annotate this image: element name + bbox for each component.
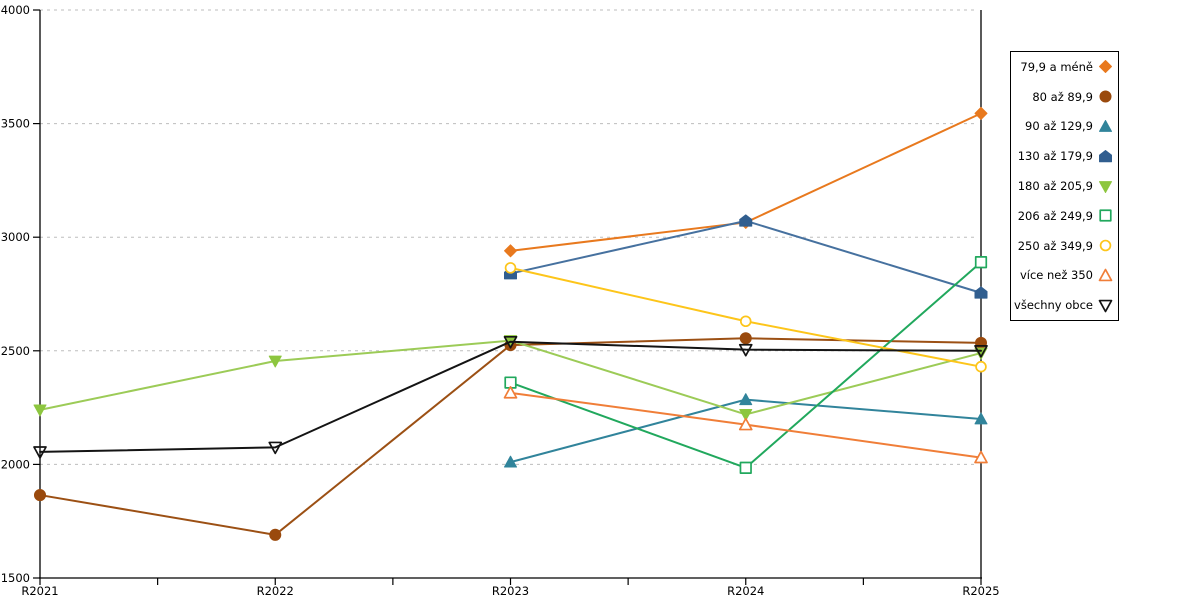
legend-item-6: 250 až 349,9 (1011, 231, 1118, 261)
data-point-4-R2021 (33, 404, 47, 417)
legend-label: 79,9 a méně (1020, 59, 1093, 74)
x-axis-label: R2021 (21, 584, 58, 598)
legend-item-4: 180 až 205,9 (1011, 171, 1118, 201)
legend-label: všechny obce (1014, 298, 1093, 313)
legend-label: 90 až 129,9 (1025, 119, 1093, 134)
series-line-5 (509, 261, 982, 469)
data-point-5-R2024 (739, 461, 752, 474)
legend-label: více než 350 (1019, 268, 1093, 283)
legend-item-7: více než 350 (1011, 260, 1118, 290)
x-axis-label: R2022 (257, 584, 294, 598)
data-point-6-R2023 (504, 262, 517, 274)
series-line-1 (39, 337, 982, 536)
data-point-1-R2024 (739, 332, 752, 345)
data-point-6-R2024 (739, 315, 752, 328)
legend-marker-glyph (1099, 239, 1112, 252)
series-line-0 (509, 112, 982, 252)
series-line-8 (39, 340, 982, 453)
data-point-5-R2023 (504, 376, 517, 389)
legend-marker-glyph (1099, 119, 1112, 132)
data-point-2-R2023 (504, 455, 517, 468)
data-point-8-R2023 (503, 335, 518, 349)
data-point-8-R2022 (268, 441, 283, 455)
legend-marker-diamond-icon (1099, 60, 1112, 74)
legend-label: 80 až 89,9 (1032, 89, 1093, 104)
data-point-1-R2021 (33, 489, 47, 502)
y-axis-label: 3500 (1, 117, 30, 131)
data-point-0-R2023 (504, 244, 517, 258)
legend-label: 180 až 205,9 (1017, 179, 1093, 194)
y-axis-label: 2500 (1, 344, 30, 358)
data-point-2-R2024 (739, 393, 753, 406)
legend-label: 250 až 349,9 (1017, 238, 1093, 253)
legend-marker-circle-icon (1099, 239, 1112, 252)
data-point-5-R2025 (974, 256, 988, 269)
legend-marker-glyph (1099, 209, 1112, 222)
data-point-2-R2025 (974, 412, 988, 425)
legend-item-1: 80 až 89,9 (1011, 82, 1118, 112)
data-point-1-R2022 (269, 528, 282, 541)
legend-item-0: 79,9 a méně (1011, 52, 1118, 82)
data-point-4-R2022 (268, 355, 282, 368)
y-axis-label: 4000 (1, 3, 30, 17)
legend-marker-glyph (1099, 60, 1112, 74)
data-point-3-R2024 (739, 214, 753, 227)
legend-marker-triangle-down-icon (1099, 180, 1112, 193)
legend-marker-circle-icon (1099, 90, 1112, 103)
legend-marker-pentagon-icon (1099, 149, 1112, 163)
legend-marker-triangle-down-icon (1098, 299, 1113, 312)
y-axis-label: 2000 (1, 457, 30, 471)
legend-label: 130 až 179,9 (1017, 149, 1093, 164)
legend-item-8: všechny obce (1011, 290, 1118, 320)
y-axis-label: 1500 (1, 571, 30, 585)
legend-item-2: 90 až 129,9 (1011, 112, 1118, 142)
x-axis-label: R2024 (727, 584, 764, 598)
legend-marker-glyph (1098, 268, 1113, 282)
legend-marker-square-icon (1099, 209, 1112, 222)
data-point-6-R2025 (975, 360, 987, 373)
legend-marker-glyph (1098, 299, 1113, 312)
chart-legend: 79,9 a méně 80 až 89,9 90 až 129,9 130 až 1… (1010, 51, 1119, 321)
legend-marker-glyph (1099, 180, 1112, 193)
data-point-7-R2025 (974, 450, 988, 464)
legend-item-3: 130 až 179,9 (1011, 141, 1118, 171)
legend-marker-glyph (1099, 149, 1112, 163)
series-line-3 (509, 219, 982, 294)
data-point-0-R2025 (974, 106, 988, 120)
data-point-7-R2023 (503, 385, 518, 399)
data-point-8-R2025 (974, 345, 988, 358)
legend-label: 206 až 249,9 (1017, 208, 1093, 223)
legend-marker-triangle-up-icon (1098, 268, 1113, 282)
legend-marker-triangle-up-icon (1099, 119, 1112, 132)
legend-marker-glyph (1099, 90, 1112, 103)
data-point-8-R2021 (33, 446, 47, 459)
legend-item-5: 206 až 249,9 (1011, 201, 1118, 231)
y-axis-label: 3000 (1, 230, 30, 244)
x-axis-label: R2023 (492, 584, 529, 598)
data-point-4-R2024 (739, 408, 753, 421)
data-point-8-R2024 (738, 343, 753, 357)
data-point-7-R2024 (738, 417, 753, 431)
data-point-3-R2025 (974, 286, 988, 299)
x-axis-label: R2025 (962, 584, 999, 598)
